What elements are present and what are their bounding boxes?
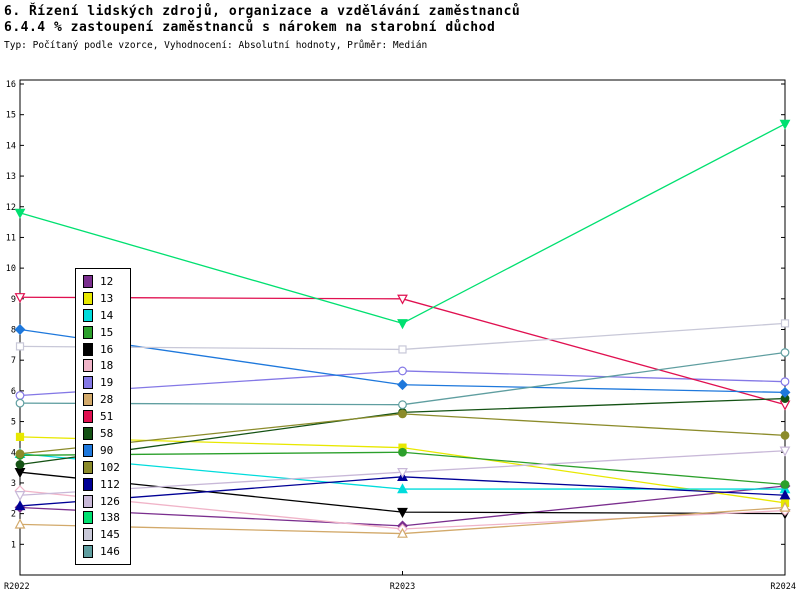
legend-label: 112 bbox=[100, 477, 120, 491]
legend-swatch bbox=[83, 393, 93, 407]
legend-item: 19 bbox=[83, 374, 120, 391]
svg-text:11: 11 bbox=[6, 233, 16, 243]
legend-swatch bbox=[83, 376, 93, 390]
svg-text:13: 13 bbox=[6, 172, 16, 182]
legend-item: 102 bbox=[83, 459, 120, 476]
legend-swatch bbox=[83, 342, 93, 356]
legend-label: 18 bbox=[100, 359, 114, 373]
legend-label: 138 bbox=[100, 511, 120, 525]
legend-label: 126 bbox=[100, 494, 120, 508]
svg-text:R2022: R2022 bbox=[4, 582, 30, 592]
legend-label: 14 bbox=[100, 308, 114, 322]
legend-item: 12 bbox=[83, 273, 120, 290]
legend-label: 15 bbox=[100, 325, 114, 339]
svg-text:3: 3 bbox=[11, 479, 16, 489]
svg-text:2: 2 bbox=[11, 510, 16, 520]
chart-header: 6. Řízení lidských zdrojů, organizace a … bbox=[4, 4, 520, 51]
legend-label: 16 bbox=[100, 342, 114, 356]
svg-text:14: 14 bbox=[6, 141, 16, 151]
legend-label: 19 bbox=[100, 376, 114, 390]
svg-text:1: 1 bbox=[11, 540, 16, 550]
legend-label: 12 bbox=[100, 274, 114, 288]
legend-item: 16 bbox=[83, 341, 120, 358]
legend-item: 18 bbox=[83, 357, 120, 374]
legend-item: 112 bbox=[83, 476, 120, 493]
legend-item: 14 bbox=[83, 307, 120, 324]
legend-swatch bbox=[83, 443, 93, 457]
svg-text:15: 15 bbox=[6, 111, 16, 121]
legend-label: 58 bbox=[100, 426, 114, 440]
legend-label: 13 bbox=[100, 291, 114, 305]
svg-text:4: 4 bbox=[11, 448, 16, 458]
legend-swatch bbox=[83, 325, 93, 339]
legend-item: 90 bbox=[83, 442, 120, 459]
svg-text:8: 8 bbox=[11, 326, 16, 336]
svg-text:R2023: R2023 bbox=[390, 582, 416, 592]
legend-item: 126 bbox=[83, 493, 120, 510]
svg-text:5: 5 bbox=[11, 418, 16, 428]
legend-label: 102 bbox=[100, 460, 120, 474]
legend-item: 138 bbox=[83, 509, 120, 526]
svg-text:12: 12 bbox=[6, 203, 16, 213]
legend-swatch bbox=[83, 494, 93, 508]
svg-text:R2024: R2024 bbox=[770, 582, 796, 592]
legend-swatch bbox=[83, 359, 93, 373]
svg-text:10: 10 bbox=[6, 264, 16, 274]
legend-label: 145 bbox=[100, 528, 120, 542]
legend-swatch bbox=[83, 426, 93, 440]
legend-label: 28 bbox=[100, 393, 114, 407]
svg-text:6: 6 bbox=[11, 387, 16, 397]
legend-swatch bbox=[83, 291, 93, 305]
legend-label: 90 bbox=[100, 443, 114, 457]
svg-text:16: 16 bbox=[6, 80, 16, 90]
chart-title-line2: 6.4.4 % zastoupení zaměstnanců s nárokem… bbox=[4, 20, 496, 36]
legend-item: 28 bbox=[83, 391, 120, 408]
legend-swatch bbox=[83, 528, 93, 542]
chart-subtitle: Typ: Počítaný podle vzorce, Vyhodnocení:… bbox=[4, 39, 428, 51]
legend-label: 146 bbox=[100, 545, 120, 559]
legend-swatch bbox=[83, 477, 93, 491]
legend-swatch bbox=[83, 545, 93, 559]
legend-swatch bbox=[83, 511, 93, 525]
chart-legend: 12 13 14 15 16 18 19 28 51 58 90 102 112 126 138 145 146 bbox=[75, 268, 131, 566]
legend-swatch bbox=[83, 308, 93, 322]
svg-text:9: 9 bbox=[11, 295, 16, 305]
legend-item: 145 bbox=[83, 526, 120, 543]
legend-item: 13 bbox=[83, 290, 120, 307]
legend-swatch bbox=[83, 460, 93, 474]
legend-item: 15 bbox=[83, 324, 120, 341]
legend-swatch bbox=[83, 274, 93, 288]
legend-label: 51 bbox=[100, 410, 114, 424]
legend-swatch bbox=[83, 410, 93, 424]
svg-text:7: 7 bbox=[11, 356, 16, 366]
legend-item: 58 bbox=[83, 425, 120, 442]
chart-title-line1: 6. Řízení lidských zdrojů, organizace a … bbox=[4, 4, 521, 19]
legend-item: 51 bbox=[83, 408, 120, 425]
legend-item: 146 bbox=[83, 543, 120, 560]
